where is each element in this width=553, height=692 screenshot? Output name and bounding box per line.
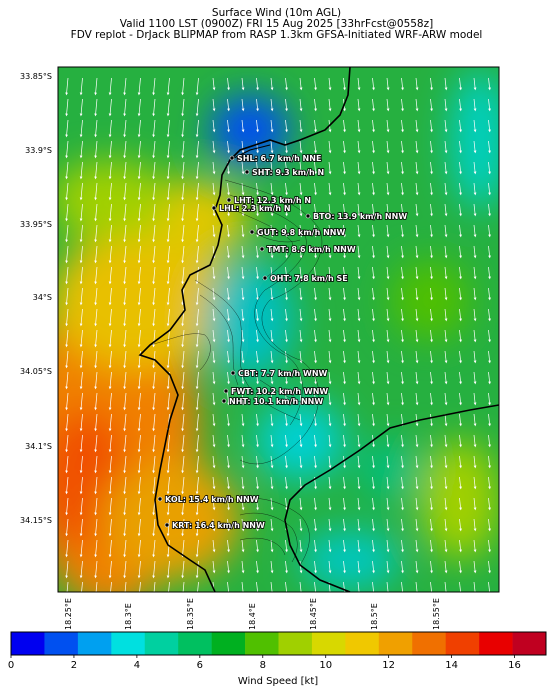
colorbar-ticks: 0 2 4 6 8 10 12 14 16 (8, 655, 521, 671)
station-dot[interactable] (305, 213, 311, 219)
latitude-tick-label: 34.15°S (20, 516, 52, 525)
station-dot[interactable] (249, 229, 255, 235)
colorbar-tick-label: 8 (260, 660, 266, 671)
station-dot[interactable] (259, 246, 265, 252)
colorbar-segment (44, 632, 79, 655)
map-source: FDV replot - DrJack BLIPMAP from RASP 1.… (70, 29, 483, 41)
colorbar-tick-label: 2 (71, 660, 77, 671)
station-label: SHL: 6.7 km/h NNE (237, 154, 321, 163)
station-dot[interactable] (244, 169, 250, 175)
station-label: SHT: 9.3 km/h N (252, 168, 324, 177)
station-label: CBT: 7.7 km/h WNW (238, 369, 328, 378)
station-label: BTO: 13.9 km/h NNW (313, 212, 407, 221)
colorbar-tick-label: 14 (445, 660, 458, 671)
latitude-tick-label: 33.9°S (25, 146, 52, 155)
colorbar-segment (77, 632, 112, 655)
colorbar-segment (311, 632, 346, 655)
colorbar-tick-label: 6 (197, 660, 203, 671)
longitude-tick-label: 18.5°E (370, 603, 379, 630)
colorbar-label: Wind Speed [kt] (238, 676, 318, 687)
colorbar-segment (178, 632, 212, 655)
colorbar-segment (11, 632, 45, 655)
station-label: TMT: 8.6 km/h NNW (267, 245, 356, 254)
colorbar-segment (378, 632, 413, 655)
longitude-tick-label: 18.55°E (432, 598, 441, 630)
latitude-tick-label: 33.85°S (20, 72, 52, 81)
station-markers: SHL: 6.7 km/h NNE SHT: 9.3 km/h N LHT: 12.… (157, 153, 408, 531)
terrain-contours (149, 179, 322, 566)
station-label: LHL: 2.3 km/h N (219, 204, 291, 213)
station-dot[interactable] (223, 388, 229, 394)
station-dot[interactable] (230, 370, 236, 376)
station-dot[interactable] (221, 398, 227, 404)
colorbar-segment (512, 632, 547, 655)
station-label: NHT: 10.1 km/h NNW (229, 397, 323, 406)
colorbar-segment (412, 632, 446, 655)
colorbar-segment (479, 632, 513, 655)
map-valid-time: Valid 1100 LST (0900Z) FRI 15 Aug 2025 [… (119, 18, 434, 30)
longitude-labels: 18.25°E 18.3°E 18.35°E 18.4°E 18.45°E 18.5°E 1… (64, 598, 441, 630)
longitude-tick-label: 18.4°E (248, 603, 257, 630)
colorbar-segment (445, 632, 480, 655)
station-dot[interactable] (211, 205, 217, 211)
station-label: GUT: 9.8 km/h NNW (257, 228, 345, 237)
colorbar-segment (278, 632, 313, 655)
colorbar-segment (111, 632, 146, 655)
colorbar (10, 631, 547, 656)
colorbar-segment (345, 632, 380, 655)
station-label: KRT: 16.4 km/h NNW (172, 521, 265, 530)
longitude-tick-label: 18.25°E (64, 598, 73, 630)
station-label: LHT: 12.3 km/h N (234, 196, 311, 205)
colorbar-tick-label: 4 (134, 660, 140, 671)
station-dot[interactable] (164, 522, 170, 528)
station-dot[interactable] (229, 155, 235, 161)
longitude-tick-label: 18.3°E (124, 603, 133, 630)
longitude-tick-label: 18.35°E (186, 598, 195, 630)
colorbar-segment (211, 632, 246, 655)
station-label: OHT: 7.8 km/h SE (270, 274, 348, 283)
station-dot[interactable] (157, 496, 163, 502)
colorbar-tick-label: 12 (382, 660, 395, 671)
wind-speed-field (58, 67, 499, 592)
colorbar-frame (10, 631, 547, 656)
longitude-tick-label: 18.45°E (309, 598, 318, 630)
map-title: Surface Wind (10m AGL) (211, 7, 342, 19)
station-label: KOL: 15.4 km/h NNW (165, 495, 259, 504)
colorbar-tick-label: 10 (319, 660, 332, 671)
latitude-labels: 33.85°S 33.9°S 33.95°S 34°S 34.05°S 34.1°S 34.… (20, 72, 52, 525)
station-dot[interactable] (226, 197, 232, 203)
latitude-tick-label: 34.05°S (20, 367, 52, 376)
latitude-tick-label: 34°S (33, 293, 52, 302)
wind-vectors (65, 77, 491, 592)
colorbar-tick-label: 0 (8, 660, 14, 671)
station-dot[interactable] (262, 275, 268, 281)
latitude-tick-label: 34.1°S (25, 442, 52, 451)
latitude-tick-label: 33.95°S (20, 220, 52, 229)
colorbar-tick-label: 16 (508, 660, 521, 671)
colorbar-segment (144, 632, 179, 655)
colorbar-segment (245, 632, 279, 655)
station-label: FWT: 10.2 km/h WNW (231, 387, 328, 396)
plot-frame (57, 66, 500, 593)
